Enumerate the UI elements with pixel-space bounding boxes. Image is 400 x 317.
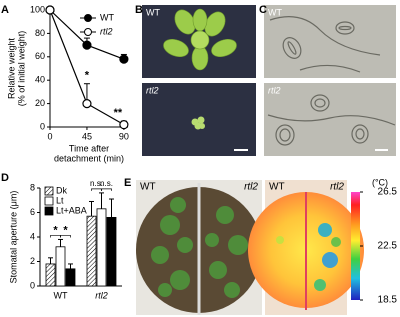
marker (119, 120, 129, 130)
panel-label: B (135, 4, 143, 16)
y-tick-label: 0 (40, 121, 45, 131)
colorbar-tick-label: 18.5 (378, 295, 398, 306)
panel-label: E (124, 177, 131, 189)
image-label: rtl2 (146, 85, 159, 95)
colorbar-tick-label: 26.5 (378, 187, 398, 198)
legend-swatch (44, 196, 54, 206)
bar (65, 268, 76, 287)
image-label: rtl2 (268, 85, 281, 95)
y-tick-label: 80 (35, 28, 45, 38)
y-axis-label: (% of initial weight) (16, 31, 26, 107)
x-tick-label: 90 (119, 131, 129, 141)
x-tick-label: 0 (47, 131, 52, 141)
legend-label: WT (100, 12, 114, 22)
colorbar-tick-label: 22.5 (378, 241, 398, 252)
bracket (91, 188, 102, 191)
legend-label: Lt+ABA (56, 205, 87, 215)
image-label: WT (269, 182, 285, 193)
panel-label: C (259, 4, 267, 16)
image-label: WT (268, 7, 282, 17)
y-tick-label: 40 (35, 75, 45, 85)
annotation: * (63, 224, 68, 236)
bracket (101, 188, 112, 191)
x-axis-label: detachment (min) (54, 153, 124, 163)
annotation: n.s. (90, 179, 103, 188)
x-tick-label: rtl2 (95, 290, 108, 300)
annotation: * (85, 70, 90, 82)
bracket (60, 235, 71, 238)
image-label: WT (140, 182, 156, 193)
marker (45, 5, 55, 15)
image-label: WT (146, 7, 160, 17)
marker (82, 98, 92, 109)
marker (119, 54, 129, 64)
stomata-rtl2 (267, 94, 396, 146)
legend-label: Dk (56, 185, 67, 195)
legend-label: Lt (56, 195, 64, 205)
x-tick-label: WT (54, 290, 68, 300)
bar (55, 246, 66, 287)
thermal-cool (276, 223, 341, 291)
y-tick-label: 0 (30, 280, 35, 290)
y-tick-label: 4 (30, 231, 35, 241)
colorbar-unit: (°C) (372, 177, 388, 187)
x-axis-label: Time after (69, 143, 109, 153)
bar (45, 263, 56, 287)
y-tick-label: 60 (35, 51, 45, 61)
image-label: rtl2 (330, 182, 344, 193)
bar (96, 208, 107, 287)
y-tick-label: 100 (30, 4, 45, 14)
y-tick-label: 2 (30, 256, 35, 266)
y-tick-label: 6 (30, 207, 35, 217)
panel-label: D (1, 172, 9, 184)
plant-wt (163, 8, 237, 71)
legend-swatch (44, 206, 54, 216)
y-axis-label: Relative weight (6, 37, 16, 99)
plants-e (151, 197, 248, 298)
y-axis-label: Stomatal aperture (μm) (8, 191, 18, 284)
legend-marker (84, 28, 92, 36)
marker (82, 40, 92, 50)
plant-rtl2 (191, 116, 205, 130)
y-tick-label: 8 (30, 182, 35, 192)
legend-marker (84, 14, 92, 22)
image-label: rtl2 (244, 182, 258, 193)
panel-label: A (1, 4, 9, 16)
legend-label: rtl2 (100, 26, 113, 36)
y-tick-label: 20 (35, 98, 45, 108)
bar (106, 216, 117, 287)
x-tick-label: 45 (82, 131, 92, 141)
annotation: n.s. (100, 179, 113, 188)
legend-swatch (44, 186, 54, 196)
annotation: ** (114, 107, 123, 119)
annotation: * (53, 224, 58, 236)
stomata-wt (269, 16, 381, 73)
bar (86, 215, 97, 287)
colorbar (351, 192, 360, 300)
